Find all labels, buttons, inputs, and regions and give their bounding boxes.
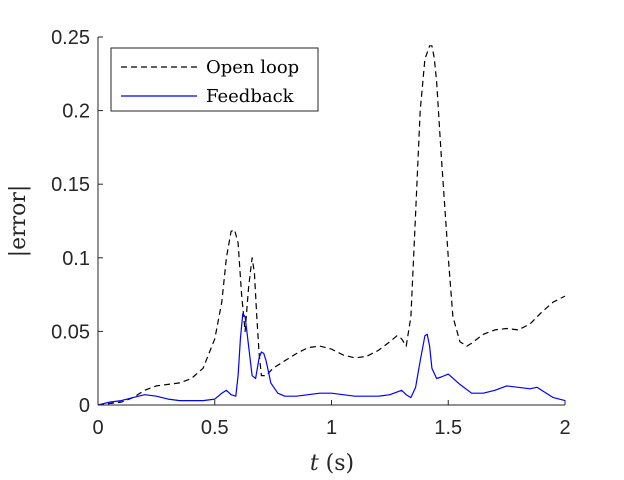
x-tick-label: 2 — [559, 417, 570, 439]
legend-label-feedback: Feedback — [206, 86, 295, 107]
y-tick-label: 0.25 — [51, 27, 90, 49]
x-axis-label-unit: (s) — [319, 451, 354, 476]
x-tick-label: 1.5 — [434, 417, 462, 439]
legend-box — [110, 47, 319, 112]
x-tick-label: 1 — [326, 417, 337, 439]
x-axis-label: t (s) — [310, 451, 354, 476]
legend: Open loop Feedback — [110, 47, 319, 112]
x-axis-label-variable: t — [310, 451, 319, 476]
x-tick-label: 0.5 — [201, 417, 229, 439]
y-tick-label: 0 — [79, 395, 90, 417]
series-layer — [97, 45, 566, 406]
x-tick-label: 0 — [92, 417, 103, 439]
series-line-open-loop — [97, 45, 566, 406]
y-tick-label: 0.05 — [51, 321, 90, 343]
y-tick-label: 0.15 — [51, 174, 90, 196]
y-tick-label: 0.1 — [62, 248, 90, 270]
axes-layer: 0 0.5 1 1.5 2 0 0.05 0.1 0.15 0.2 0.25 — [51, 27, 571, 439]
y-axis-label: |error| — [6, 185, 31, 258]
legend-label-open-loop: Open loop — [206, 57, 299, 78]
series-line-feedback — [97, 313, 566, 406]
y-tick-label: 0.2 — [62, 101, 90, 123]
